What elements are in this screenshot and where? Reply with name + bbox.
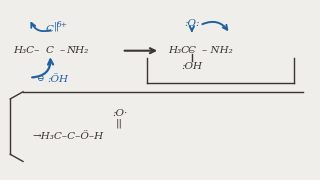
Text: δ+: δ+	[57, 21, 68, 29]
Text: :O:: :O:	[184, 19, 200, 28]
Text: C: C	[46, 25, 54, 34]
Text: :OH: :OH	[181, 62, 202, 71]
Text: ||: ||	[116, 118, 123, 128]
Text: H₃C–: H₃C–	[13, 46, 40, 55]
Text: H₃C–: H₃C–	[168, 46, 194, 55]
Text: –: –	[60, 46, 65, 55]
Text: C: C	[45, 46, 53, 55]
Text: N̈H₂: N̈H₂	[66, 46, 88, 55]
Text: ||: ||	[53, 22, 60, 31]
Text: :ÖH: :ÖH	[47, 75, 68, 84]
Text: :O·: :O·	[113, 109, 128, 118]
Text: C: C	[188, 46, 196, 55]
Text: →H₃C–C–Ö–H: →H₃C–C–Ö–H	[33, 132, 104, 141]
Text: – N̈H₂: – N̈H₂	[202, 46, 233, 55]
Text: ⊖: ⊖	[36, 74, 44, 83]
